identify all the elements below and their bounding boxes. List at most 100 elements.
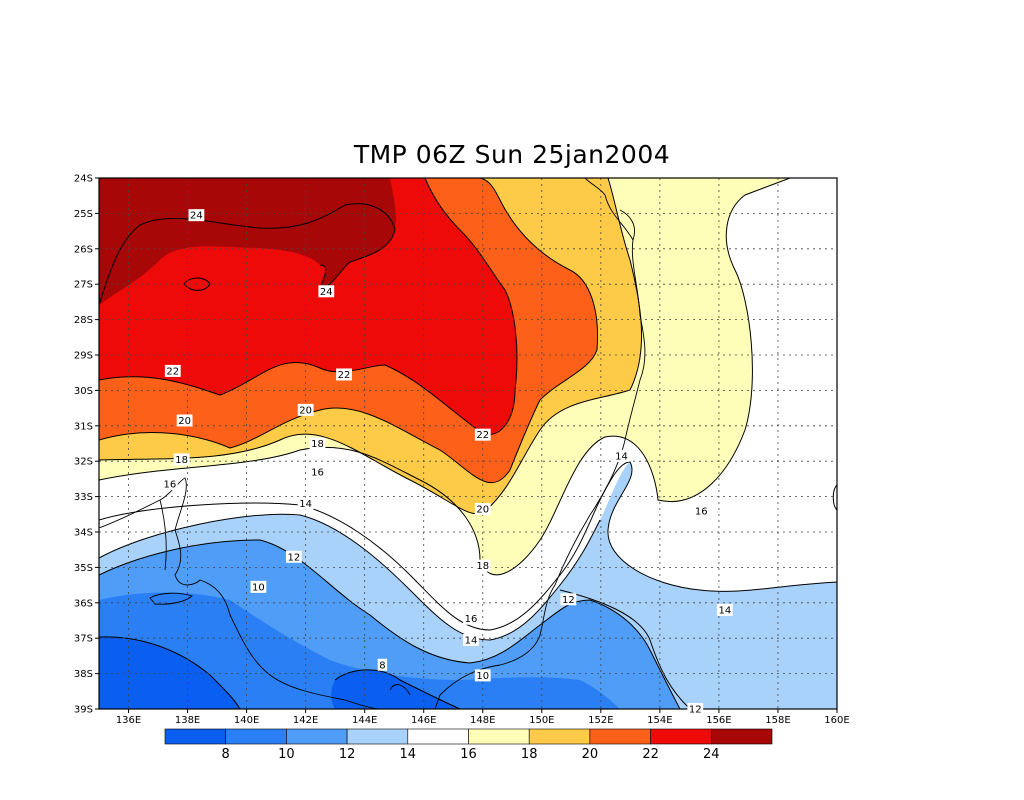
contour-value-labels: 24 24 22 22 22 20 20 20 18 18 18 16 16 16 16 14 14 14 14 12… <box>161 209 733 716</box>
band-above-24 <box>99 178 396 305</box>
lon-label: 144E <box>352 715 377 726</box>
colorbar-label: 10 <box>278 747 295 762</box>
lat-label: 29S <box>74 351 93 362</box>
contour-label: 20 <box>178 416 191 427</box>
contour-label: 10 <box>252 582 265 593</box>
contour-label: 18 <box>175 455 188 466</box>
contour-label-bg <box>687 703 704 715</box>
lat-label: 24S <box>74 174 93 185</box>
contour-label: 18 <box>476 561 489 572</box>
contour-label: 14 <box>299 499 312 510</box>
lat-label: 37S <box>74 634 93 645</box>
contour-label: 22 <box>476 430 489 441</box>
contour-24-blob <box>183 277 211 291</box>
map-title: TMP 06Z Sun 25jan2004 <box>353 140 671 169</box>
contour-label-bg <box>336 368 352 381</box>
contour-12 <box>99 513 691 709</box>
contour-label-bg <box>318 285 335 298</box>
colorbar-swatch <box>164 728 227 745</box>
contour-10 <box>99 539 681 709</box>
contour-label: 12 <box>562 595 575 606</box>
colorbar-label: 18 <box>521 747 538 762</box>
contour-label-bg <box>297 497 314 510</box>
contour-label: 24 <box>320 287 333 298</box>
contour-label-bg <box>161 478 178 491</box>
contour-label: 16 <box>163 480 176 491</box>
lat-label: 35S <box>74 563 93 574</box>
colorbar-label: 8 <box>222 747 230 762</box>
lat-label: 33S <box>74 492 93 503</box>
contour-label-bg <box>377 658 388 671</box>
colorbar-swatch <box>710 728 773 745</box>
colorbar-swatch <box>407 728 469 745</box>
contour-label: 16 <box>465 614 478 625</box>
lat-label: 25S <box>74 209 93 220</box>
lat-label: 32S <box>74 457 93 468</box>
colorbar-swatch <box>225 728 287 745</box>
lon-label: 156E <box>706 715 731 726</box>
contour-label-bg <box>463 612 479 625</box>
contour-label-bg <box>716 603 733 616</box>
band-below-8 <box>99 636 460 709</box>
lat-label: 30S <box>74 386 93 397</box>
axis-ticks <box>95 177 838 713</box>
colorbar-label: 24 <box>703 747 720 762</box>
lon-label: 150E <box>529 715 554 726</box>
contour-14 <box>99 461 837 631</box>
colorbar-swatch <box>589 728 651 745</box>
contour-label-bg <box>309 465 326 478</box>
longitude-axis-labels: 136E 138E 140E 142E 144E 146E 148E 150E 152E 154E… <box>116 715 850 726</box>
contour-label: 24 <box>190 211 203 222</box>
contour-label: 16 <box>695 506 708 517</box>
lat-label: 26S <box>74 244 93 255</box>
plot-frame <box>98 177 838 710</box>
contour-label-bg <box>463 633 479 646</box>
coastline-fraser <box>619 209 635 241</box>
contour-label-bg <box>560 593 577 606</box>
contour-label: 8 <box>379 660 385 671</box>
contour-label-bg <box>474 502 491 515</box>
coastline-east-australia <box>434 178 646 709</box>
colorbar-label: 14 <box>400 747 417 762</box>
contour-label-bg <box>250 580 267 593</box>
contour-label: 20 <box>299 405 312 416</box>
contour-label: 10 <box>476 671 489 682</box>
coastline-island <box>149 592 193 605</box>
contour-label-bg <box>176 414 193 427</box>
lon-label: 160E <box>824 715 849 726</box>
lat-label: 27S <box>74 280 93 291</box>
coastline-gulf <box>159 499 167 571</box>
colorbar-swatch <box>286 728 348 745</box>
lon-label: 154E <box>647 715 672 726</box>
lat-label: 38S <box>74 669 93 680</box>
lon-label: 140E <box>234 715 259 726</box>
contour-label: 14 <box>718 605 731 616</box>
contour-label-bg <box>693 504 710 517</box>
lon-label: 136E <box>116 715 141 726</box>
colorbar-swatch <box>650 728 712 745</box>
lon-label: 138E <box>175 715 200 726</box>
contour-label-bg <box>309 437 326 450</box>
contour-label: 18 <box>311 439 324 450</box>
contour-label: 14 <box>465 635 478 646</box>
contour-label: 22 <box>166 366 179 377</box>
graticule <box>99 178 837 709</box>
contour-label-bg <box>285 550 302 563</box>
latitude-axis-labels: 24S 25S 26S 27S 28S 29S 30S 31S 32S 33S 34S 35S 36S 3… <box>74 174 93 716</box>
colorbar-label: 20 <box>582 747 599 762</box>
lat-label: 39S <box>74 705 93 716</box>
colorbar-label: 16 <box>460 747 477 762</box>
colorbar-label: 22 <box>642 747 659 762</box>
contour-label-bg <box>474 559 491 572</box>
contour-fill-layer <box>99 178 837 709</box>
contour-label: 22 <box>338 370 351 381</box>
lat-label: 28S <box>74 315 93 326</box>
lon-label: 152E <box>588 715 613 726</box>
lon-label: 142E <box>293 715 318 726</box>
lon-label: 146E <box>411 715 436 726</box>
contour-label-bg <box>474 669 491 682</box>
contour-label-bg <box>173 453 190 466</box>
colorbar-swatch <box>346 728 409 745</box>
colorbar-swatch <box>528 728 591 745</box>
